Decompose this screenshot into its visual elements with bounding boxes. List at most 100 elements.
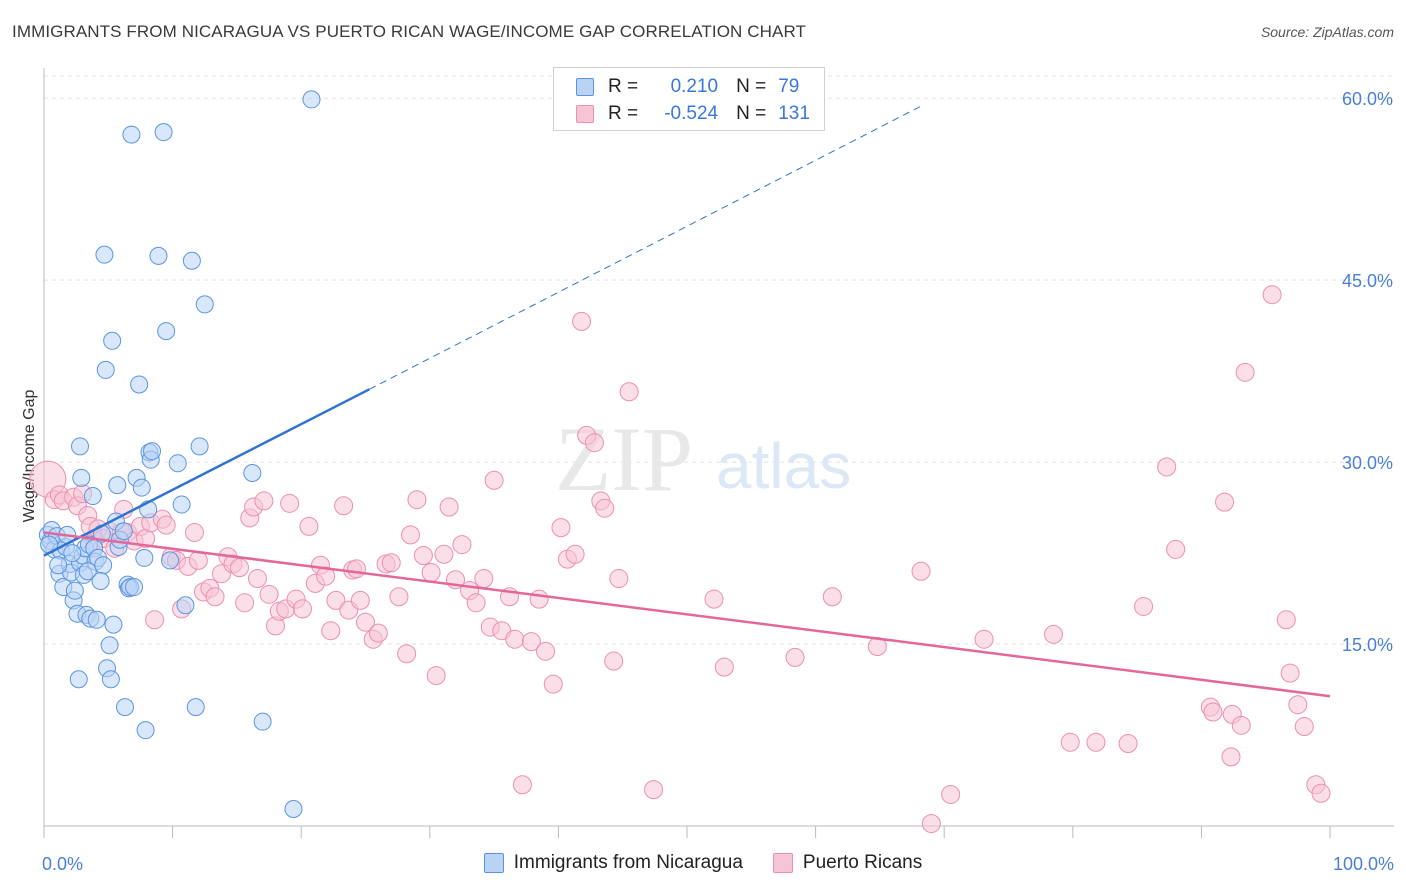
puerto-ricans-point: [1118, 734, 1138, 754]
nicaragua-point: [96, 360, 115, 379]
y-tick-label: 60.0%: [1342, 89, 1393, 109]
puerto-ricans-point: [334, 496, 354, 516]
watermark-zip: ZIP: [555, 408, 693, 510]
nicaragua-point: [72, 468, 91, 487]
legend-r-label: R =: [608, 103, 639, 124]
nicaragua-point: [100, 636, 119, 655]
legend-r-value: 0.210: [670, 76, 719, 97]
puerto-ricans-point: [584, 433, 604, 453]
legend-n-label: N =: [736, 76, 767, 97]
legend-swatch-pink: [772, 853, 793, 873]
puerto-ricans-point: [911, 561, 931, 581]
nicaragua-point: [130, 375, 149, 394]
puerto-ricans-point: [644, 780, 664, 800]
legend-item-nicaragua: Immigrants from Nicaragua: [483, 852, 743, 874]
puerto-ricans-point: [280, 493, 300, 513]
puerto-ricans-point: [254, 491, 274, 511]
puerto-ricans-point: [512, 775, 532, 795]
nicaragua-point: [284, 800, 303, 819]
puerto-ricans-point: [565, 544, 585, 564]
puerto-ricans-point: [1060, 732, 1080, 752]
puerto-ricans-point: [1276, 610, 1296, 630]
puerto-ricans-point: [421, 562, 441, 582]
nicaragua-point: [190, 437, 209, 456]
legend-swatch-blue: [483, 853, 504, 873]
legend-swatch-pink: [576, 105, 594, 123]
legend-swatch-blue: [576, 78, 594, 96]
puerto-ricans-point: [381, 553, 401, 573]
y-tick-labels: 15.0% 30.0% 45.0% 60.0%: [1342, 89, 1393, 655]
puerto-ricans-point: [434, 544, 454, 564]
puerto-ricans-point: [704, 589, 724, 609]
legend-r-label: R =: [608, 76, 639, 97]
nicaragua-point: [243, 464, 262, 483]
puerto-ricans-point: [426, 666, 446, 686]
nicaragua-point: [132, 478, 151, 497]
x-tick-label: 0.0%: [42, 854, 83, 874]
puerto-ricans-point: [1203, 702, 1223, 722]
nicaragua-point: [161, 551, 180, 570]
puerto-ricans-point: [1044, 624, 1064, 644]
puerto-ricans-point: [543, 674, 563, 694]
nicaragua-point: [65, 581, 84, 600]
series-legend: Immigrants from Nicaragua Puerto Ricans: [0, 852, 1406, 874]
puerto-ricans-point: [714, 657, 734, 677]
legend-n-value: 79: [778, 76, 800, 97]
nicaragua-point: [87, 610, 106, 629]
puerto-ricans-point: [145, 610, 165, 630]
puerto-ricans-point: [466, 593, 486, 613]
puerto-ricans-point: [1280, 663, 1300, 683]
y-tick-label: 45.0%: [1342, 271, 1393, 291]
nicaragua-point: [182, 251, 201, 270]
nicaragua-point: [69, 670, 88, 689]
nicaragua-point: [122, 125, 141, 144]
puerto-ricans-point: [247, 569, 267, 589]
nicaragua-point: [91, 571, 110, 590]
nicaragua-point: [149, 246, 168, 265]
puerto-ricans-point: [368, 623, 388, 643]
nicaragua-point: [172, 495, 191, 514]
series-nicaragua: [38, 90, 321, 819]
nicaragua-point: [103, 331, 122, 350]
puerto-ricans-point: [529, 589, 549, 609]
puerto-ricans-point: [1221, 747, 1241, 767]
puerto-ricans-point: [1157, 457, 1177, 477]
nicaragua-trend-line: [43, 388, 370, 557]
nicaragua-point: [186, 698, 205, 717]
puerto-ricans-point: [785, 647, 805, 667]
axes: [43, 68, 1394, 838]
puerto-ricans-point: [505, 629, 525, 649]
nicaragua-point: [101, 670, 120, 689]
puerto-ricans-point: [235, 593, 255, 613]
puerto-ricans-point: [401, 525, 421, 545]
watermark: ZIP atlas: [555, 408, 851, 510]
nicaragua-point: [94, 556, 113, 575]
nicaragua-trend-extension: [369, 105, 923, 390]
puerto-ricans-point: [484, 470, 504, 490]
correlation-legend: R = 0.210 N = 79 R = -0.524 N = 131: [553, 67, 825, 131]
legend-r-value: -0.524: [664, 103, 719, 124]
puerto-ricans-point: [184, 522, 204, 542]
puerto-ricans-point: [350, 590, 370, 610]
puerto-ricans-point: [521, 632, 541, 652]
puerto-ricans-point: [259, 584, 279, 604]
puerto-ricans-point: [572, 311, 592, 331]
nicaragua-point: [143, 442, 162, 461]
puerto-ricans-point: [156, 515, 176, 535]
puerto-ricans-point: [1231, 715, 1251, 735]
puerto-ricans-point: [1294, 717, 1314, 737]
puerto-ricans-point: [941, 784, 961, 804]
watermark-atlas: atlas: [716, 430, 851, 502]
legend-item-puerto-ricans: Puerto Ricans: [772, 852, 922, 874]
puerto-ricans-point: [407, 490, 427, 510]
nicaragua-point: [49, 556, 68, 575]
puerto-ricans-trend-line: [43, 531, 1331, 698]
puerto-ricans-point: [1215, 492, 1235, 512]
puerto-ricans-point: [974, 629, 994, 649]
puerto-ricans-point: [321, 621, 341, 641]
chart-title: IMMIGRANTS FROM NICARAGUA VS PUERTO RICA…: [12, 22, 806, 41]
trend-lines: [43, 105, 1331, 698]
puerto-ricans-point: [229, 558, 249, 578]
nicaragua-point: [114, 522, 133, 541]
